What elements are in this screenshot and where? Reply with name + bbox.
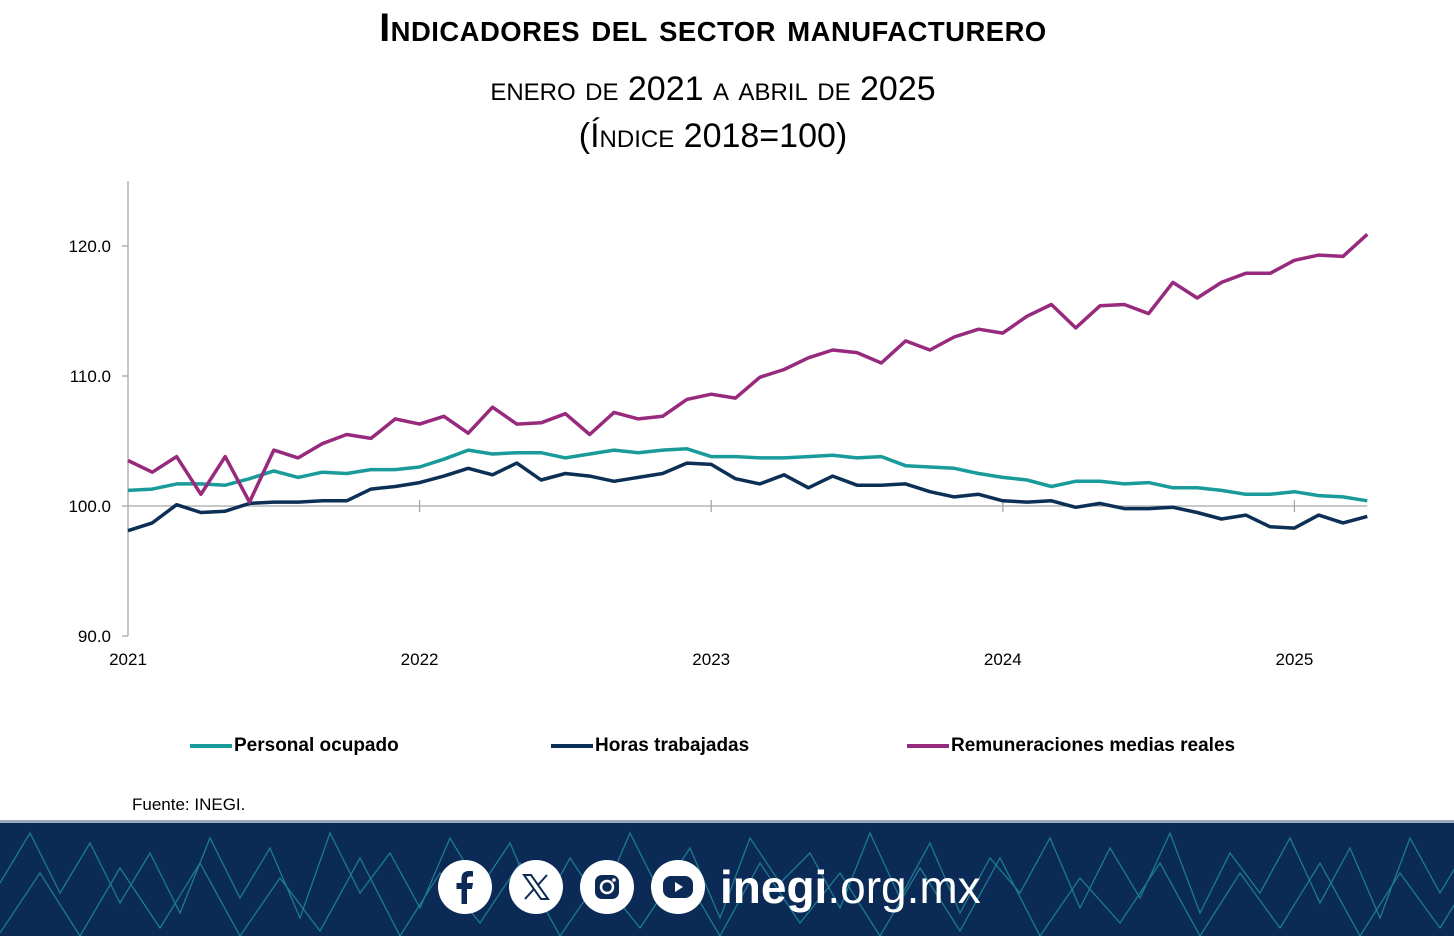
facebook-icon[interactable] — [438, 860, 492, 914]
line-chart: 90.0 100.0 110.0 120.0 2021 2022 2023 2024 2025 — [68, 181, 1369, 669]
chart-axes: 90.0 100.0 110.0 120.0 2021 2022 2023 2024 2025 — [68, 181, 1368, 669]
decorative-pattern — [0, 831, 1454, 936]
y-tick-label: 100.0 — [68, 497, 111, 516]
legend-label: Horas trabajadas — [595, 735, 750, 756]
x-icon[interactable] — [509, 860, 563, 914]
legend-swatch-personal-ocupado — [190, 744, 232, 748]
chart-subtitle-index: (Índice 2018=100) — [578, 117, 848, 155]
website-link[interactable]: inegi.org.mx — [720, 860, 981, 914]
chart-legend: Personal ocupado Horas trabajadas Remune… — [0, 735, 1454, 761]
legend-label: Personal ocupado — [234, 735, 399, 756]
y-tick-label: 90.0 — [78, 627, 111, 646]
chart-subtitle-period: enero de 2021 a abril de 2025 — [490, 70, 936, 108]
series-line-horas-trabajadas — [127, 461, 1368, 533]
legend-item-personal-ocupado: Personal ocupado — [190, 735, 399, 757]
x-tick-label: 2025 — [1275, 650, 1313, 669]
chart-series — [127, 233, 1369, 533]
youtube-icon[interactable] — [651, 860, 705, 914]
x-tick-label: 2021 — [109, 650, 147, 669]
y-tick-label: 110.0 — [70, 367, 111, 386]
legend-item-horas-trabajadas: Horas trabajadas — [551, 735, 749, 757]
legend-item-remuneraciones: Remuneraciones medias reales — [907, 735, 1235, 757]
site-name: inegi — [720, 861, 828, 913]
legend-label: Remuneraciones medias reales — [951, 735, 1236, 756]
y-tick-label: 120.0 — [68, 237, 111, 256]
legend-swatch-horas-trabajadas — [551, 744, 593, 748]
site-domain: .org.mx — [827, 861, 981, 913]
legend-swatch-remuneraciones — [907, 744, 949, 748]
x-tick-label: 2024 — [984, 650, 1022, 669]
chart-title: Indicadores del sector manufacturero — [379, 6, 1047, 50]
series-line-remuneraciones-medias-reales — [127, 233, 1369, 504]
social-links — [438, 860, 722, 914]
x-tick-label: 2023 — [692, 650, 730, 669]
instagram-icon[interactable] — [580, 860, 634, 914]
series-line-personal-ocupado — [127, 447, 1368, 503]
footer-banner: inegi.org.mx — [0, 820, 1454, 936]
x-tick-label: 2022 — [401, 650, 439, 669]
source-note: Fuente: INEGI. — [132, 795, 246, 814]
